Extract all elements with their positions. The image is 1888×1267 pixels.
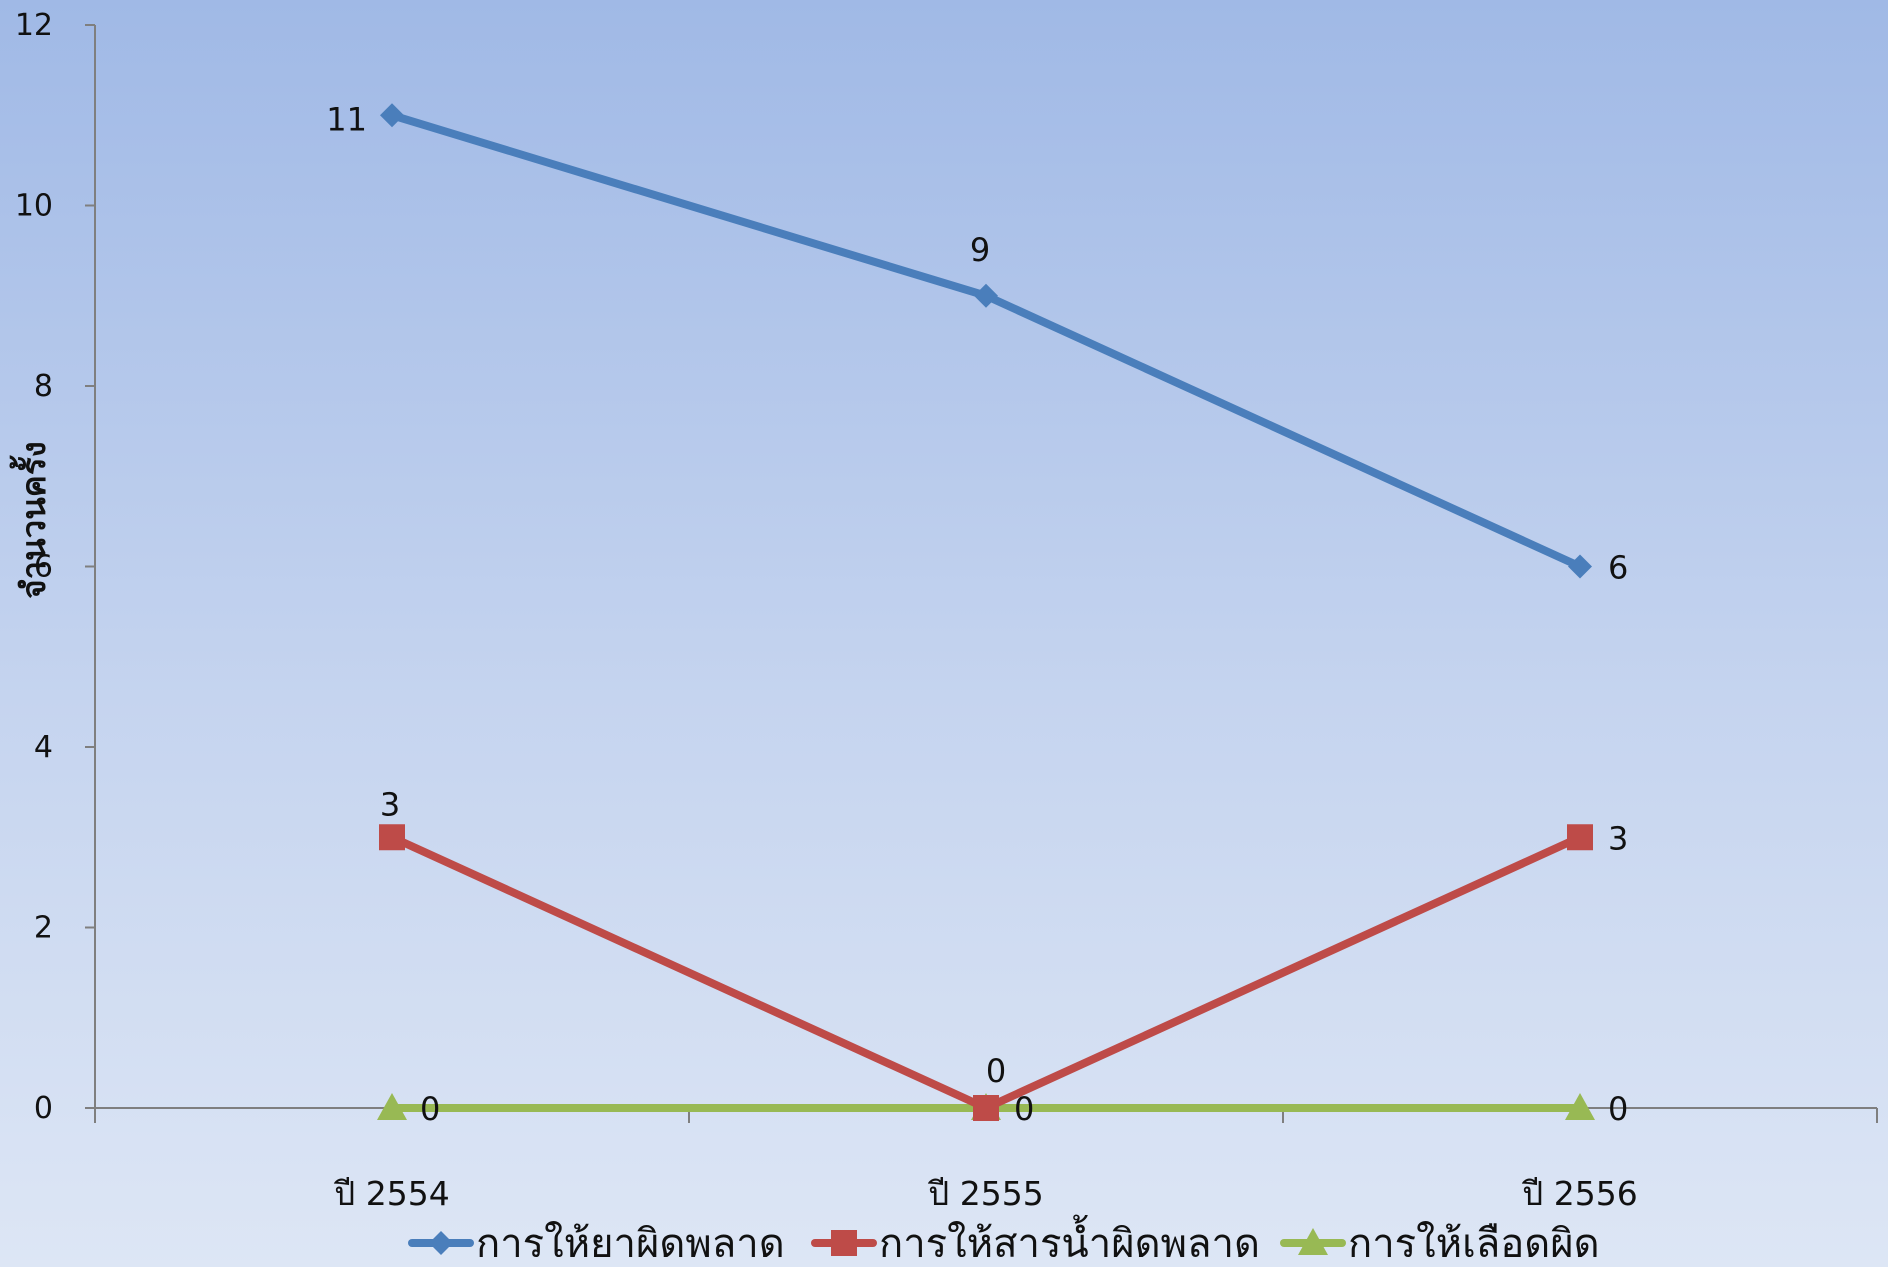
series-1 (380, 103, 1592, 579)
x-tick-label: ปี 2555 (927, 1174, 1044, 1213)
data-point-marker (380, 103, 404, 128)
y-tick-label: 8 (34, 369, 53, 404)
data-point-marker (974, 283, 998, 308)
y-tick-label: 10 (15, 189, 53, 224)
data-point-marker (379, 824, 405, 851)
y-tick-label: 6 (34, 550, 53, 585)
legend-label: การให้เลือดผิด (1348, 1220, 1600, 1267)
y-axis-title: จำนวนครั้ง (9, 441, 53, 598)
legend: การให้ยาผิดพลาด การให้สารน้ำผิดพลาด การให้… (408, 1214, 1600, 1267)
x-tick-label: ปี 2554 (333, 1174, 450, 1213)
chart-axes: 0 2 4 6 8 10 12 ปี 2554 ปี 2555 ปี 2556 (15, 8, 1878, 1213)
legend-item: การให้ยาผิดพลาด (408, 1220, 785, 1267)
data-point-marker (1567, 824, 1593, 851)
data-label: 9 (970, 231, 990, 269)
data-label: 3 (380, 785, 400, 823)
data-label: 6 (1608, 549, 1628, 587)
legend-item: การให้สารน้ำผิดพลาด (811, 1214, 1260, 1267)
legend-swatch-marker (831, 1230, 857, 1256)
data-label: 3 (1608, 819, 1628, 857)
x-tick-label: ปี 2556 (1521, 1174, 1638, 1213)
data-point-marker (1568, 554, 1592, 579)
data-point-marker (973, 1095, 999, 1121)
data-label: 0 (1608, 1090, 1628, 1128)
data-label: 11 (326, 100, 367, 138)
legend-item: การให้เลือดผิด (1280, 1220, 1600, 1267)
data-label: 0 (420, 1090, 440, 1128)
series-2 (379, 824, 1593, 1121)
series-layer (377, 103, 1595, 1121)
legend-swatch-marker (429, 1231, 453, 1255)
data-point-marker (377, 1093, 407, 1120)
data-label: 0 (986, 1052, 1006, 1090)
legend-label: การให้สารน้ำผิดพลาด (879, 1214, 1260, 1267)
y-tick-label: 0 (34, 1091, 53, 1126)
legend-label: การให้ยาผิดพลาด (476, 1220, 785, 1267)
y-tick-label: 4 (34, 730, 53, 765)
series-line (388, 111, 1584, 571)
data-point-marker (1565, 1093, 1595, 1120)
y-tick-label: 12 (15, 8, 53, 43)
data-label: 0 (1014, 1090, 1034, 1128)
legend-swatch-marker (1298, 1228, 1328, 1255)
y-tick-label: 2 (34, 911, 53, 946)
